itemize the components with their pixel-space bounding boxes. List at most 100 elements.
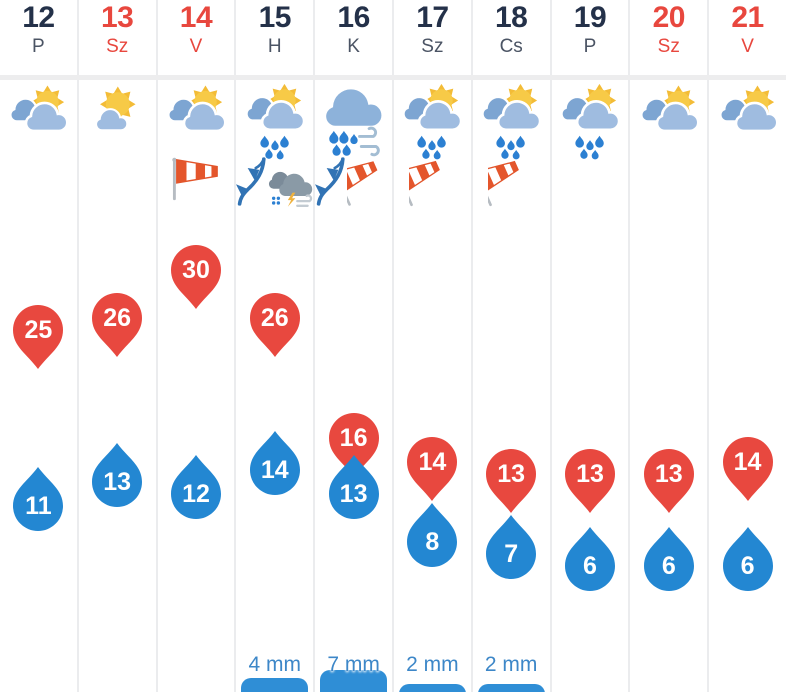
sun-clouds-rain-icon <box>559 84 621 165</box>
day-abbr: P <box>583 36 597 57</box>
sun-small-cloud-icon <box>88 84 146 131</box>
max-temp-value: 30 <box>182 256 210 284</box>
min-temp-marker: 13 <box>328 453 380 521</box>
day-abbr: Sz <box>106 36 129 57</box>
forecast-day-column[interactable]: 19 P 13 6 <box>549 0 629 692</box>
day-header: 14 V <box>158 0 235 58</box>
min-temp-value: 14 <box>260 456 289 484</box>
day-date: 21 <box>731 1 764 34</box>
warning-icons <box>236 156 313 208</box>
max-temp-value: 16 <box>339 424 368 452</box>
min-temp-marker: 11 <box>12 465 64 533</box>
cold-front-icon <box>236 156 267 207</box>
precip-bar <box>320 670 387 692</box>
min-temp-marker: 6 <box>564 525 616 593</box>
min-temp-drop-icon <box>249 431 300 495</box>
windsock-up-icon <box>347 158 392 208</box>
min-temp-drop-icon <box>486 515 537 579</box>
day-header: 15 H <box>236 0 313 58</box>
max-temp-marker: 26 <box>91 291 143 359</box>
min-temp-value: 6 <box>661 552 676 580</box>
day-abbr: P <box>32 36 45 57</box>
forecast-day-column[interactable]: 12 P 25 11 <box>0 0 77 692</box>
sun-clouds-rain-icon <box>244 84 306 165</box>
day-abbr: Sz <box>657 36 680 57</box>
max-temp-pin-icon <box>643 449 694 513</box>
precip-bar <box>398 684 466 692</box>
precip-amount: 2 mm <box>484 653 538 676</box>
day-abbr: H <box>267 36 282 57</box>
min-temp-value: 6 <box>583 552 597 580</box>
sun-clouds-rain-icon <box>244 84 306 160</box>
day-header: 19 P <box>552 0 629 58</box>
max-temp-marker: 25 <box>12 303 64 371</box>
sun-behind-clouds-icon <box>7 84 69 139</box>
max-temp-pin-icon <box>249 293 300 357</box>
sun-behind-clouds-icon <box>717 84 779 139</box>
min-temp-value: 11 <box>25 492 52 520</box>
max-temp-pin-icon <box>407 437 458 501</box>
day-date: 20 <box>652 1 686 34</box>
min-temp-marker: 6 <box>722 525 774 593</box>
max-temp-marker: 30 <box>170 243 222 311</box>
forecast-day-column[interactable]: 17 Sz 14 8 2 mm <box>391 0 471 692</box>
forecast-day-column[interactable]: 15 H 26 14 4 mm <box>234 0 313 692</box>
min-temp-value: 6 <box>740 552 755 580</box>
min-temp-drop-icon <box>722 527 773 591</box>
day-date: 16 <box>337 1 370 34</box>
day-header: 12 P <box>0 0 77 58</box>
sun-clouds-rain-icon <box>401 84 463 165</box>
day-header: 13 Sz <box>79 0 156 58</box>
day-header: 21 V <box>709 0 786 58</box>
sun-clouds-rain-icon <box>480 84 542 160</box>
windsock-icon <box>171 156 221 204</box>
min-temp-marker: 7 <box>485 513 537 581</box>
forecast-day-column[interactable]: 18 Cs 13 7 2 mm <box>470 0 550 692</box>
min-temp-marker: 8 <box>406 501 458 569</box>
min-temp-drop-icon <box>564 527 615 591</box>
max-temp-value: 26 <box>103 304 132 332</box>
max-temp-pin-icon <box>564 449 615 513</box>
warning-icons <box>473 156 550 208</box>
max-temp-pin-icon <box>722 437 773 501</box>
forecast-day-column[interactable]: 21 V 14 6 <box>707 0 786 692</box>
precip-amount: 4 mm <box>248 653 302 676</box>
sun-clouds-rain-icon <box>480 84 542 165</box>
warning-icons <box>158 156 235 204</box>
min-temp-value: 12 <box>182 480 210 508</box>
forecast-day-column[interactable]: 13 Sz 26 13 <box>76 0 156 692</box>
sun-behind-clouds-icon <box>7 84 69 134</box>
min-temp-value: 13 <box>103 468 132 496</box>
min-temp-drop-icon <box>407 503 458 567</box>
sun-behind-clouds-icon <box>165 84 227 139</box>
forecast-day-column[interactable]: 16 K 16 13 7 mm <box>313 0 392 692</box>
max-temp-pin-icon <box>328 413 379 477</box>
day-header: 18 Cs <box>473 0 550 58</box>
precip-bar <box>241 678 309 692</box>
min-temp-value: 8 <box>425 528 440 556</box>
sun-behind-clouds-icon <box>165 84 227 134</box>
max-temp-marker: 13 <box>643 447 695 515</box>
day-header: 20 Sz <box>630 0 707 58</box>
max-temp-value: 13 <box>576 460 604 488</box>
min-temp-drop-icon <box>13 467 64 531</box>
day-header: 16 K <box>315 0 392 58</box>
day-header: 17 Sz <box>394 0 471 58</box>
sun-clouds-rain-icon <box>401 84 463 160</box>
day-date: 12 <box>22 1 55 34</box>
min-temp-value: 7 <box>504 540 519 568</box>
min-temp-drop-icon <box>170 455 221 519</box>
min-temp-marker: 6 <box>643 525 695 593</box>
max-temp-pin-icon <box>92 293 143 357</box>
cloud-rain-wind-icon <box>321 84 387 165</box>
max-temp-pin-icon <box>486 449 537 513</box>
forecast-day-column[interactable]: 14 V 30 12 <box>155 0 235 692</box>
day-abbr: V <box>189 36 203 57</box>
forecast-day-column[interactable]: 20 Sz 13 6 <box>628 0 707 692</box>
day-abbr: V <box>741 36 754 57</box>
max-temp-marker: 13 <box>485 447 537 515</box>
min-temp-drop-icon <box>92 443 143 507</box>
sun-small-cloud-icon <box>88 84 146 136</box>
